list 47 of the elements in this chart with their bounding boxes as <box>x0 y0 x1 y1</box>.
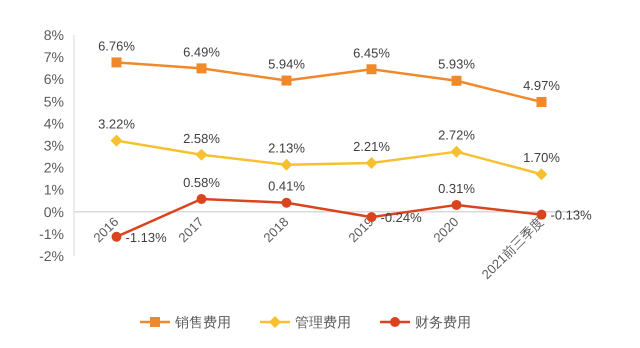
point <box>452 200 462 210</box>
y-tick-label: 1% <box>44 182 64 198</box>
data-label: 0.41% <box>268 178 306 194</box>
point <box>196 194 206 204</box>
data-label: 0.31% <box>438 180 476 196</box>
legend-label: 管理费用 <box>295 314 351 330</box>
data-label: -0.13% <box>550 208 592 223</box>
y-tick-label: -2% <box>39 248 64 264</box>
data-label: 2.72% <box>438 128 476 143</box>
legend-label: 销售费用 <box>174 314 231 330</box>
y-tick-label: 6% <box>44 71 64 88</box>
y-tick-label: -1% <box>39 226 64 242</box>
point <box>282 76 292 86</box>
y-tick-label: 0% <box>44 204 64 220</box>
point <box>282 198 292 208</box>
data-label: 4.97% <box>523 78 560 93</box>
data-label: 5.93% <box>438 56 476 72</box>
data-label: 3.22% <box>98 116 136 132</box>
data-label: 6.76% <box>98 38 136 54</box>
point <box>366 64 376 74</box>
point <box>536 168 548 180</box>
data-label: 1.70% <box>523 150 560 166</box>
data-label: 6.45% <box>353 45 390 60</box>
point <box>366 156 378 169</box>
data-label: 2.21% <box>353 138 390 154</box>
y-tick-label: 4% <box>44 115 64 132</box>
data-label: -0.24% <box>380 210 422 226</box>
y-tick-label: 8% <box>44 27 64 43</box>
point <box>450 146 462 158</box>
point <box>112 57 122 68</box>
y-tick-label: 5% <box>44 93 64 110</box>
point <box>536 96 546 107</box>
data-label: -1.13% <box>126 230 168 245</box>
point <box>196 63 206 74</box>
point <box>110 134 122 147</box>
point <box>452 76 462 86</box>
point <box>280 158 292 171</box>
data-label: 2.13% <box>268 140 306 156</box>
data-label: 0.58% <box>183 174 220 190</box>
y-tick-label: 3% <box>44 138 64 154</box>
data-label: 5.94% <box>268 56 306 72</box>
legend-label: 财务费用 <box>415 314 471 330</box>
y-tick-label: 2% <box>44 160 64 176</box>
data-label: 6.49% <box>183 44 220 60</box>
y-tick-label: 7% <box>44 49 64 66</box>
point <box>196 148 208 161</box>
data-label: 2.58% <box>183 130 220 146</box>
